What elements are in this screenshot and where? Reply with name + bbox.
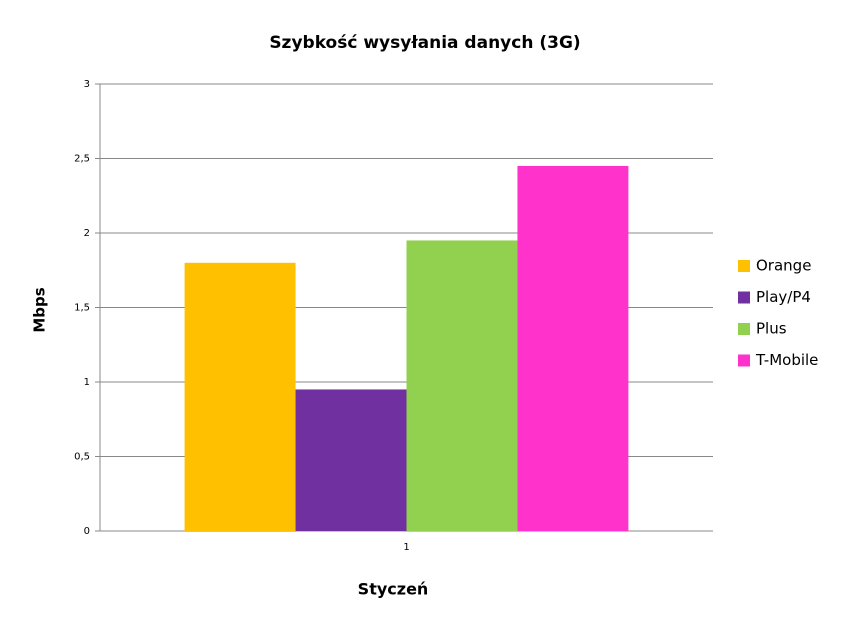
legend-label: Plus <box>756 320 787 338</box>
legend-label: Orange <box>756 257 811 275</box>
y-tick-label: 3 <box>84 79 90 90</box>
legend-swatch <box>738 354 750 367</box>
y-tick-label: 0,5 <box>74 452 90 463</box>
legend-label: T-Mobile <box>755 351 818 369</box>
legend-swatch <box>738 291 750 304</box>
bar <box>517 165 629 531</box>
chart-title: Szybkość wysyłania danych (3G) <box>269 33 580 53</box>
x-tick-label: 1 <box>403 542 409 553</box>
y-tick-label: 1,5 <box>74 303 90 314</box>
y-tick-label: 1 <box>84 377 90 388</box>
bar <box>295 389 407 531</box>
legend-swatch <box>738 323 750 335</box>
y-tick-label: 2,5 <box>74 154 90 165</box>
legend-label: Play/P4 <box>756 288 811 306</box>
bar <box>406 240 518 531</box>
bar <box>184 262 296 531</box>
y-tick-label: 2 <box>84 228 90 239</box>
y-tick-label: 0 <box>84 526 90 537</box>
legend-swatch <box>738 260 750 272</box>
y-axis-label: Mbps <box>31 287 49 332</box>
x-axis-label: Styczeń <box>358 580 429 599</box>
